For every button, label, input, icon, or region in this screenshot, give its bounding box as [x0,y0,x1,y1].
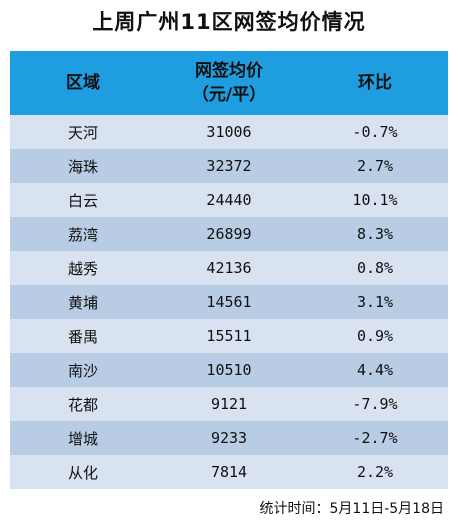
cell-change: 3.1% [356,293,394,311]
table-row: 增城 9233 -2.7% [10,421,448,455]
cell-region: 越秀 [67,259,98,278]
stat-period: 统计时间：5月11日-5月18日 [259,501,445,517]
cell-price: 31006 [206,123,252,141]
cell-region: 黄埔 [67,293,98,312]
cell-price: 9121 [210,395,248,413]
cell-price: 9233 [210,429,248,447]
table-row: 从化 7814 2.2% [10,455,448,489]
cell-change: 4.4% [356,361,394,379]
header-region: 区域 [66,73,100,93]
cell-change: 0.8% [356,259,394,277]
table-row: 海珠 32372 2.7% [10,149,448,183]
header-avg-price: 网签均价 （元/平） [156,59,302,107]
header-avg-price-label: 网签均价 [195,61,263,81]
cell-price: 42136 [206,259,252,277]
table-body: 天河 31006 -0.7% 海珠 32372 2.7% 白云 24440 10.1% 荔湾 268… [10,115,448,489]
table-row: 南沙 10510 4.4% [10,353,448,387]
cell-region: 南沙 [67,361,98,380]
cell-region: 白云 [67,191,98,210]
cell-region: 花都 [67,395,98,414]
cell-region: 从化 [67,463,98,482]
cell-change: -2.7% [352,429,398,447]
cell-price: 7814 [210,463,248,481]
cell-change: 0.9% [356,327,394,345]
cell-change: 8.3% [356,225,394,243]
table-row: 越秀 42136 0.8% [10,251,448,285]
table-row: 荔湾 26899 8.3% [10,217,448,251]
table-row: 番禺 15511 0.9% [10,319,448,353]
table-row: 白云 24440 10.1% [10,183,448,217]
cell-price: 14561 [206,293,252,311]
cell-price: 15511 [206,327,252,345]
cell-region: 番禺 [67,327,98,346]
cell-change: 2.7% [356,157,394,175]
table-title: 上周广州11区网签均价情况 [92,10,366,34]
price-table: 区域 网签均价 （元/平） 环比 天河 31006 -0.7% 海珠 32372 2.7%… [10,51,448,489]
cell-region: 荔湾 [67,225,98,244]
header-change: 环比 [358,73,392,93]
cell-price: 32372 [206,157,252,175]
table-header-row: 区域 网签均价 （元/平） 环比 [10,51,448,115]
cell-region: 天河 [67,123,98,142]
table-row: 花都 9121 -7.9% [10,387,448,421]
cell-price: 26899 [206,225,252,243]
cell-change: -7.9% [352,395,398,413]
cell-price: 24440 [206,191,252,209]
cell-change: 10.1% [352,191,398,209]
cell-region: 增城 [67,429,98,448]
header-avg-price-unit: （元/平） [191,85,267,105]
table-row: 天河 31006 -0.7% [10,115,448,149]
cell-region: 海珠 [67,157,98,176]
table-row: 黄埔 14561 3.1% [10,285,448,319]
cell-change: -0.7% [352,123,398,141]
cell-change: 2.2% [356,463,394,481]
cell-price: 10510 [206,361,252,379]
